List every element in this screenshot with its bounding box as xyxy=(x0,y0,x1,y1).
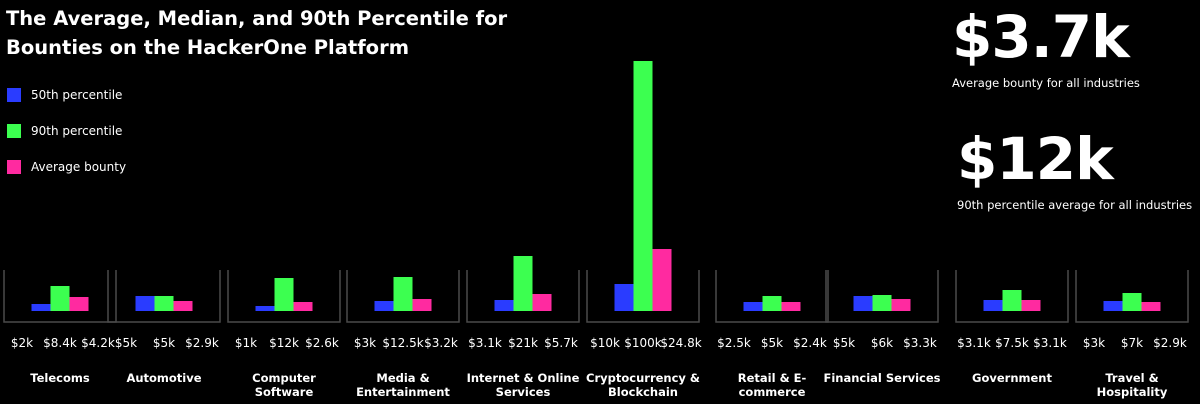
group-frame-telecoms xyxy=(3,270,117,323)
bar-media-entertainment-average-bounty xyxy=(412,299,432,311)
bar-financial-services-average-bounty xyxy=(891,299,911,311)
category-label-media-entertainment: Media & Entertainment xyxy=(356,371,450,399)
bar-government-50th-percentile xyxy=(983,300,1003,311)
value-label-travel-hospitality-50th-percentile: $3k xyxy=(1083,336,1105,350)
value-label-computer-software-50th-percentile: $1k xyxy=(235,336,257,350)
group-frame-financial-services xyxy=(825,270,939,323)
legend-swatch-50th xyxy=(7,88,21,102)
legend-swatch-average xyxy=(7,160,21,174)
value-label-travel-hospitality-average-bounty: $2.9k xyxy=(1153,336,1187,350)
bar-financial-services-50th-percentile xyxy=(853,296,873,311)
legend-item-50th: 50th percentile xyxy=(7,88,122,102)
bar-computer-software-50th-percentile xyxy=(255,306,275,311)
value-label-government-90th-percentile: $7.5k xyxy=(995,336,1029,350)
bar-cryptocurrency-blockchain-90th-percentile xyxy=(633,61,653,311)
bar-travel-hospitality-50th-percentile xyxy=(1103,301,1123,311)
value-label-internet-online-services-90th-percentile: $21k xyxy=(508,336,538,350)
bar-internet-online-services-90th-percentile xyxy=(513,256,533,311)
value-label-cryptocurrency-blockchain-50th-percentile: $10k xyxy=(590,336,620,350)
value-label-financial-services-50th-percentile: $5k xyxy=(833,336,855,350)
legend-item-90th: 90th percentile xyxy=(7,124,122,138)
bar-telecoms-90th-percentile xyxy=(50,286,70,311)
bar-government-average-bounty xyxy=(1021,300,1041,311)
bar-computer-software-average-bounty xyxy=(293,302,313,311)
category-label-telecoms: Telecoms xyxy=(30,371,90,385)
bar-media-entertainment-90th-percentile xyxy=(393,277,413,311)
value-label-media-entertainment-50th-percentile: $3k xyxy=(354,336,376,350)
group-frame-retail-e-commerce xyxy=(715,270,829,323)
bar-retail-e-commerce-90th-percentile xyxy=(762,296,782,311)
legend-label-50th: 50th percentile xyxy=(31,88,123,102)
value-label-government-average-bounty: $3.1k xyxy=(1033,336,1067,350)
bar-automotive-90th-percentile xyxy=(154,296,174,311)
value-label-internet-online-services-average-bounty: $5.7k xyxy=(544,336,578,350)
value-label-telecoms-90th-percentile: $8.4k xyxy=(43,336,77,350)
stat-average-value: $3.7k xyxy=(952,3,1130,71)
bar-media-entertainment-50th-percentile xyxy=(374,301,394,311)
category-label-computer-software: Computer Software xyxy=(252,371,316,399)
value-label-computer-software-90th-percentile: $12k xyxy=(269,336,299,350)
value-label-retail-e-commerce-average-bounty: $2.4k xyxy=(793,336,827,350)
bar-financial-services-90th-percentile xyxy=(872,295,892,311)
value-label-cryptocurrency-blockchain-90th-percentile: $100k xyxy=(624,336,662,350)
bar-internet-online-services-50th-percentile xyxy=(494,300,514,311)
category-label-internet-online-services: Internet & Online Services xyxy=(466,371,580,399)
value-label-financial-services-average-bounty: $3.3k xyxy=(903,336,937,350)
group-frame-cryptocurrency-blockchain xyxy=(586,270,700,323)
value-label-retail-e-commerce-50th-percentile: $2.5k xyxy=(717,336,751,350)
bar-travel-hospitality-90th-percentile xyxy=(1122,293,1142,311)
value-label-automotive-90th-percentile: $5k xyxy=(153,336,175,350)
bar-cryptocurrency-blockchain-average-bounty xyxy=(652,249,672,311)
legend-item-average: Average bounty xyxy=(7,160,126,174)
value-label-government-50th-percentile: $3.1k xyxy=(957,336,991,350)
stat-90th-value: $12k xyxy=(957,125,1114,193)
bar-telecoms-average-bounty xyxy=(69,297,89,311)
category-label-automotive: Automotive xyxy=(126,371,202,385)
category-label-cryptocurrency-blockchain: Cryptocurrency & Blockchain xyxy=(586,371,700,399)
stat-average-bounty: $3.7k Average bounty for all industries xyxy=(952,8,1140,90)
stat-average-caption: Average bounty for all industries xyxy=(952,76,1140,90)
bar-internet-online-services-average-bounty xyxy=(532,294,552,311)
value-label-media-entertainment-90th-percentile: $12.5k xyxy=(382,336,423,350)
group-frame-media-entertainment xyxy=(346,270,460,323)
bar-automotive-50th-percentile xyxy=(135,296,155,311)
value-label-telecoms-average-bounty: $4.2k xyxy=(81,336,115,350)
category-label-retail-e-commerce: Retail & E-commerce xyxy=(737,371,807,399)
value-label-cryptocurrency-blockchain-average-bounty: $24.8k xyxy=(660,336,701,350)
category-label-government: Government xyxy=(972,371,1052,385)
value-label-computer-software-average-bounty: $2.6k xyxy=(305,336,339,350)
legend-label-average: Average bounty xyxy=(31,160,127,174)
bar-computer-software-90th-percentile xyxy=(274,278,294,311)
bar-retail-e-commerce-50th-percentile xyxy=(743,302,763,311)
stat-90th-average: $12k 90th percentile average for all ind… xyxy=(957,130,1192,212)
group-frame-government xyxy=(955,270,1069,323)
category-label-financial-services: Financial Services xyxy=(823,371,941,385)
value-label-travel-hospitality-90th-percentile: $7k xyxy=(1121,336,1143,350)
category-label-travel-hospitality: Travel & Hospitality xyxy=(1096,371,1168,399)
bar-retail-e-commerce-average-bounty xyxy=(781,302,801,311)
group-frame-automotive xyxy=(107,270,221,323)
group-frame-travel-hospitality xyxy=(1075,270,1189,323)
stat-90th-caption: 90th percentile average for all industri… xyxy=(957,198,1193,212)
bar-automotive-average-bounty xyxy=(173,301,193,311)
value-label-telecoms-50th-percentile: $2k xyxy=(11,336,33,350)
value-label-media-entertainment-average-bounty: $3.2k xyxy=(424,336,458,350)
chart-title: The Average, Median, and 90th Percentile… xyxy=(6,7,508,59)
value-label-financial-services-90th-percentile: $6k xyxy=(871,336,893,350)
bar-cryptocurrency-blockchain-50th-percentile xyxy=(614,284,634,311)
bar-telecoms-50th-percentile xyxy=(31,304,51,311)
bar-travel-hospitality-average-bounty xyxy=(1141,302,1161,311)
group-frame-computer-software xyxy=(227,270,341,323)
legend-label-90th: 90th percentile xyxy=(31,124,123,138)
bar-government-90th-percentile xyxy=(1002,290,1022,311)
value-label-automotive-average-bounty: $2.9k xyxy=(185,336,219,350)
value-label-retail-e-commerce-90th-percentile: $5k xyxy=(761,336,783,350)
group-frame-internet-online-services xyxy=(466,270,580,323)
value-label-automotive-50th-percentile: $5k xyxy=(115,336,137,350)
value-label-internet-online-services-50th-percentile: $3.1k xyxy=(468,336,502,350)
legend-swatch-90th xyxy=(7,124,21,138)
